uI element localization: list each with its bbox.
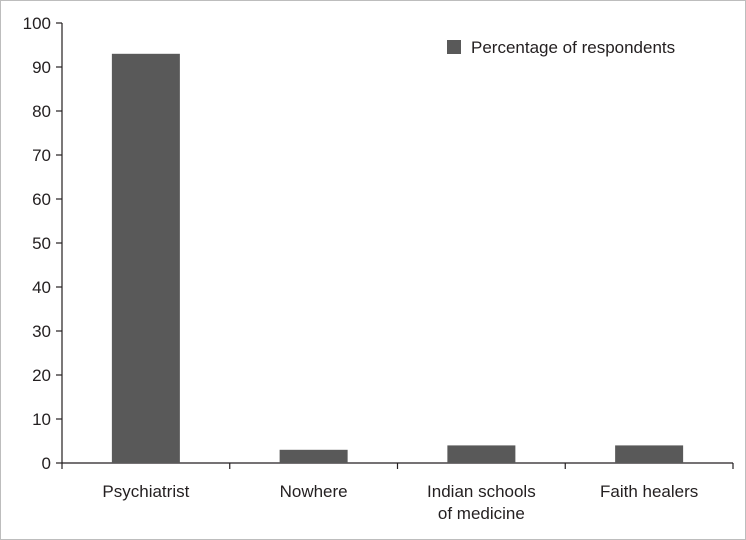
bars — [111, 53, 684, 464]
x-category-label: Faith healers — [600, 482, 698, 501]
y-tick-label: 60 — [32, 190, 51, 209]
x-category-label-line: Nowhere — [280, 482, 348, 501]
bar — [447, 445, 516, 463]
y-tick-label: 40 — [32, 278, 51, 297]
bar — [111, 53, 180, 464]
bar — [615, 445, 684, 463]
x-category-label-line: Psychiatrist — [102, 482, 189, 501]
legend: Percentage of respondents — [447, 38, 675, 57]
x-category-label: Psychiatrist — [102, 482, 189, 501]
x-category-label-line: Faith healers — [600, 482, 698, 501]
x-axis: Psychiatrist Nowhere Indian schools of medi… — [61, 462, 734, 523]
y-tick-label: 100 — [23, 14, 51, 33]
y-axis: 0 10 20 30 40 50 60 70 80 90 100 — [23, 14, 63, 473]
bar — [279, 449, 348, 463]
legend-swatch — [447, 40, 461, 54]
y-tick-label: 20 — [32, 366, 51, 385]
y-tick-label: 80 — [32, 102, 51, 121]
y-tick-label: 30 — [32, 322, 51, 341]
x-category-label: Indian schools of medicine — [427, 482, 536, 523]
y-tick-label: 70 — [32, 146, 51, 165]
x-category-label: Nowhere — [280, 482, 348, 501]
x-category-label-line: Indian schools — [427, 482, 536, 501]
y-tick-label: 90 — [32, 58, 51, 77]
y-tick-label: 50 — [32, 234, 51, 253]
x-category-label-line: of medicine — [438, 504, 525, 523]
legend-label: Percentage of respondents — [471, 38, 675, 57]
y-tick-label: 10 — [32, 410, 51, 429]
y-tick-label: 0 — [42, 454, 51, 473]
